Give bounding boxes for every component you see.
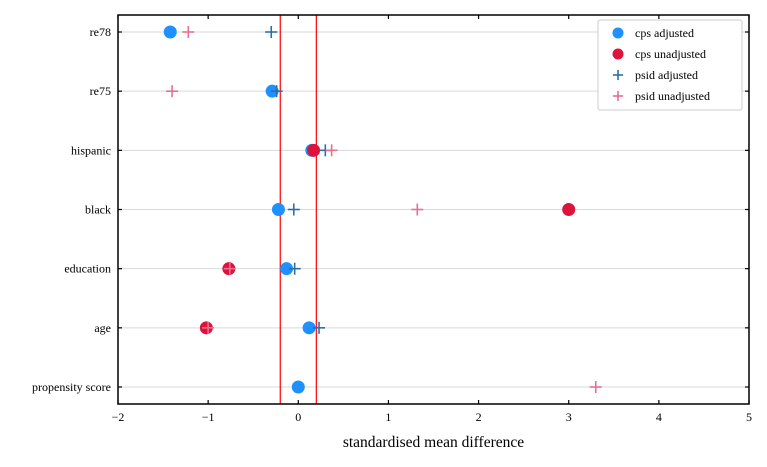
y-tick-label: re78 bbox=[90, 25, 111, 39]
series-psid-adjusted bbox=[265, 26, 332, 334]
point-cps-unadjusted-black bbox=[562, 203, 576, 216]
point-psid-adjusted-black bbox=[287, 203, 300, 216]
point-psid-unadjusted-education bbox=[223, 262, 236, 275]
point-cps-adjusted-re78 bbox=[163, 25, 177, 39]
axis-ticks bbox=[117, 15, 750, 404]
legend-marker-psid-unadjusted bbox=[612, 90, 624, 102]
point-cps-adjusted-education bbox=[280, 262, 294, 276]
x-axis-title: standardised mean difference bbox=[343, 434, 524, 451]
point-psid-unadjusted-re75 bbox=[166, 85, 179, 98]
legend-items: cps adjusted cps unadjusted psid adjusted p… bbox=[612, 26, 710, 103]
x-tick-label: 2 bbox=[476, 410, 482, 424]
point-psid-adjusted-re75 bbox=[270, 85, 283, 98]
y-tick-label: propensity score bbox=[32, 380, 111, 394]
legend: cps adjusted cps unadjusted psid adjusted p… bbox=[597, 19, 743, 111]
legend-label: cps unadjusted bbox=[635, 47, 706, 61]
point-psid-unadjusted-age bbox=[202, 321, 215, 334]
legend-label: cps adjusted bbox=[635, 26, 694, 40]
y-tick-label: age bbox=[94, 321, 111, 335]
point-psid-unadjusted-hispanic bbox=[325, 144, 338, 157]
x-tick-label: 1 bbox=[385, 410, 391, 424]
point-cps-adjusted-black bbox=[271, 203, 285, 216]
x-tick-label: −1 bbox=[202, 410, 215, 424]
x-tick-label: −2 bbox=[112, 410, 125, 424]
point-psid-adjusted-re78 bbox=[265, 26, 278, 38]
x-tick-label: 5 bbox=[746, 410, 752, 424]
point-cps-adjusted-propensity-score bbox=[291, 380, 305, 394]
y-tick-label: hispanic bbox=[71, 143, 111, 157]
legend-marker-cps-unadjusted bbox=[612, 48, 624, 60]
legend-marker-psid-adjusted bbox=[612, 69, 624, 81]
point-psid-unadjusted-re78 bbox=[182, 26, 195, 38]
gridlines bbox=[118, 31, 749, 388]
point-cps-adjusted-age bbox=[302, 321, 316, 335]
x-tick-label: 0 bbox=[295, 410, 301, 424]
y-tick-label: re75 bbox=[90, 84, 111, 98]
legend-box bbox=[597, 19, 743, 111]
point-psid-unadjusted-black bbox=[411, 203, 424, 216]
point-psid-adjusted-education bbox=[288, 262, 301, 275]
y-tick-label: black bbox=[85, 203, 111, 217]
series-psid-unadjusted bbox=[166, 26, 602, 393]
axis-labels: re78 re75 hispanic black education age propens… bbox=[32, 25, 752, 424]
legend-label: psid adjusted bbox=[635, 68, 698, 82]
y-tick-label: education bbox=[64, 262, 111, 276]
point-cps-unadjusted-hispanic bbox=[307, 143, 321, 157]
legend-marker-cps-adjusted bbox=[612, 27, 624, 39]
data-points bbox=[163, 25, 602, 394]
legend-label: psid unadjusted bbox=[635, 89, 710, 103]
x-tick-label: 4 bbox=[656, 410, 662, 424]
x-tick-label: 3 bbox=[566, 410, 572, 424]
point-psid-adjusted-age bbox=[313, 321, 326, 334]
point-psid-unadjusted-propensity-score bbox=[589, 381, 602, 393]
